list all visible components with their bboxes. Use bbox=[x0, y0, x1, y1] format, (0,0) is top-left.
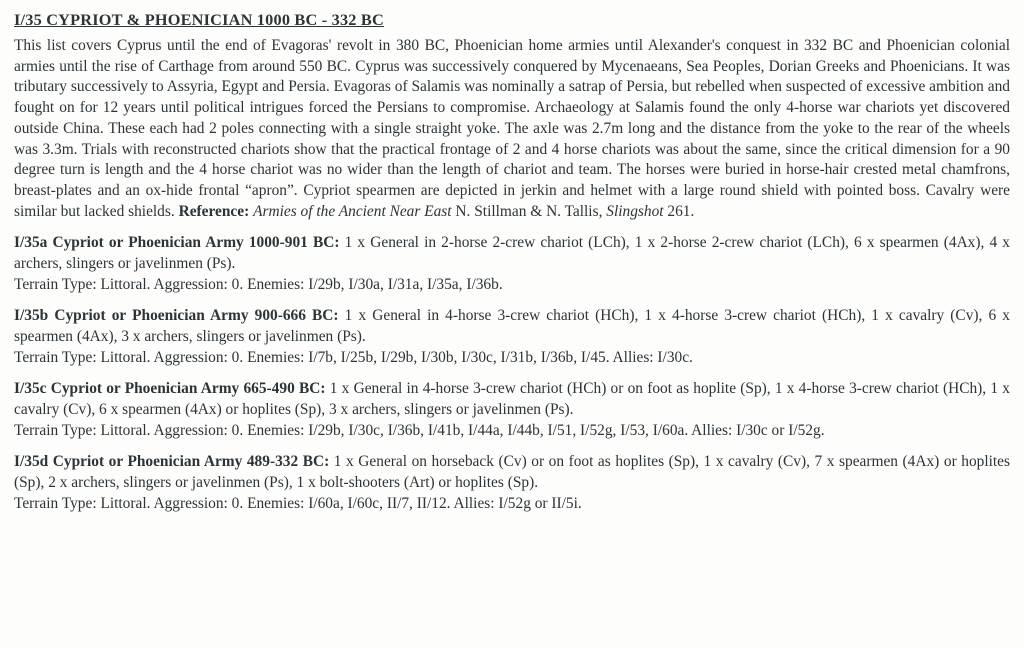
army-entry: I/35b Cypriot or Phoenician Army 900-666… bbox=[14, 306, 1010, 368]
entry-head: I/35c Cypriot or Phoenician Army 665-490… bbox=[14, 380, 326, 397]
page: I/35 CYPRIOT & PHOENICIAN 1000 BC - 332 … bbox=[0, 0, 1024, 537]
army-entry: I/35d Cypriot or Phoenician Army 489-332… bbox=[14, 452, 1010, 514]
entry-meta: Terrain Type: Littoral. Aggression: 0. E… bbox=[14, 276, 503, 293]
entry-head: I/35a Cypriot or Phoenician Army 1000-90… bbox=[14, 234, 339, 251]
army-entry: I/35a Cypriot or Phoenician Army 1000-90… bbox=[14, 233, 1010, 295]
reference-label: Reference: bbox=[179, 203, 250, 220]
reference-italic-2: Slingshot bbox=[606, 203, 663, 220]
entry-head: I/35d Cypriot or Phoenician Army 489-332… bbox=[14, 453, 329, 470]
army-entry: I/35c Cypriot or Phoenician Army 665-490… bbox=[14, 379, 1010, 441]
intro-paragraph: This list covers Cyprus until the end of… bbox=[14, 36, 1010, 222]
reference-mid: N. Stillman & N. Tallis, bbox=[452, 203, 607, 220]
intro-text: This list covers Cyprus until the end of… bbox=[14, 37, 1010, 220]
page-title: I/35 CYPRIOT & PHOENICIAN 1000 BC - 332 … bbox=[14, 10, 1010, 30]
entry-meta: Terrain Type: Littoral. Aggression: 0. E… bbox=[14, 422, 825, 439]
reference-tail: 261. bbox=[664, 203, 695, 220]
reference-italic-1: Armies of the Ancient Near East bbox=[253, 203, 452, 220]
entry-head: I/35b Cypriot or Phoenician Army 900-666… bbox=[14, 307, 339, 324]
entry-meta: Terrain Type: Littoral. Aggression: 0. E… bbox=[14, 349, 693, 366]
entry-meta: Terrain Type: Littoral. Aggression: 0. E… bbox=[14, 495, 582, 512]
